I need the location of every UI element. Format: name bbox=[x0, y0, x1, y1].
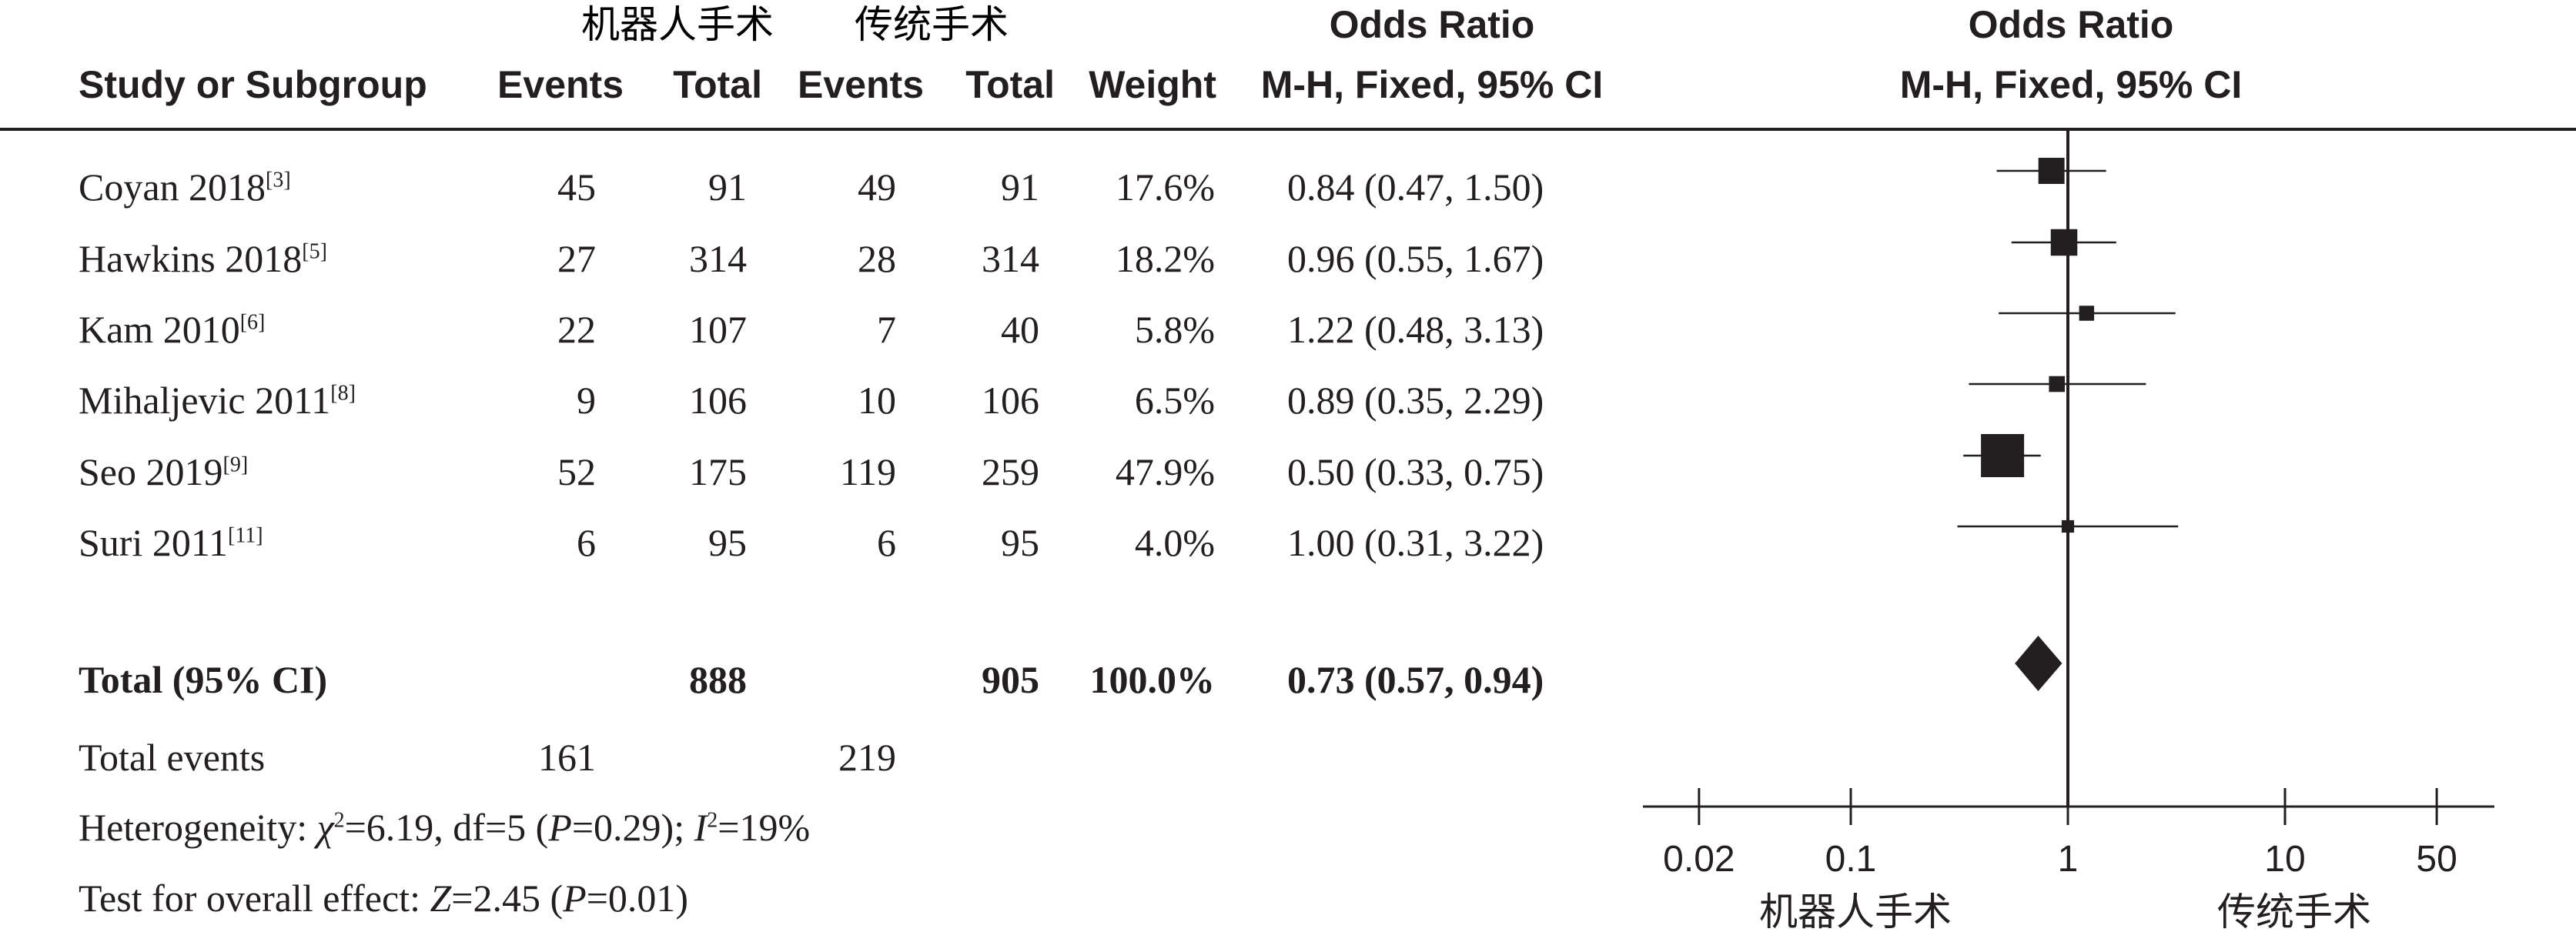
weight-value: 4.0% bbox=[1134, 521, 1215, 564]
total-events-experimental: 161 bbox=[538, 736, 596, 779]
or-method-header: M-H, Fixed, 95% CI bbox=[1260, 63, 1604, 106]
effect-square bbox=[2050, 229, 2078, 256]
weight-header: Weight bbox=[1089, 63, 1216, 106]
study-name: Hawkins 2018[5] bbox=[79, 237, 327, 280]
events-experimental: 22 bbox=[557, 308, 596, 351]
group-header-experimental: 机器人手术 bbox=[581, 2, 774, 47]
events-control: 7 bbox=[877, 308, 896, 351]
events-experimental: 27 bbox=[557, 237, 596, 280]
events-control: 49 bbox=[858, 165, 896, 209]
events-experimental: 52 bbox=[557, 450, 596, 493]
study-name: Seo 2019[9] bbox=[79, 450, 249, 493]
plot-title: Odds Ratio bbox=[1968, 3, 2174, 46]
events-experimental: 45 bbox=[557, 165, 596, 209]
total-header-control: Total bbox=[965, 63, 1055, 106]
plot-method-header: M-H, Fixed, 95% CI bbox=[1899, 63, 2243, 106]
total-weight: 100.0% bbox=[1089, 658, 1216, 701]
pooled-diamond bbox=[2015, 636, 2062, 691]
total-experimental-sum: 888 bbox=[689, 658, 747, 701]
effect-square bbox=[1981, 434, 2025, 477]
total-experimental: 107 bbox=[689, 308, 747, 351]
group-header-control: 传统手术 bbox=[855, 2, 1009, 47]
total-experimental: 91 bbox=[708, 165, 747, 209]
events-control: 10 bbox=[858, 379, 896, 422]
study-column-header: Study or Subgroup bbox=[79, 63, 427, 106]
total-experimental: 95 bbox=[708, 521, 747, 564]
favours-right-label: 传统手术 bbox=[2217, 890, 2371, 934]
total-events-label: Total events bbox=[79, 736, 266, 779]
x-tick-label: 0.02 bbox=[1663, 839, 1735, 880]
total-control: 106 bbox=[982, 379, 1039, 422]
total-control: 314 bbox=[982, 237, 1039, 280]
total-events-control: 219 bbox=[838, 736, 896, 779]
events-control: 6 bbox=[877, 521, 896, 564]
events-control: 28 bbox=[858, 237, 896, 280]
or-value: 0.89 (0.35, 2.29) bbox=[1287, 379, 1544, 422]
total-control: 95 bbox=[1001, 521, 1039, 564]
total-header-experimental: Total bbox=[673, 63, 762, 106]
effect-square bbox=[2038, 158, 2065, 184]
or-column-title: Odds Ratio bbox=[1329, 3, 1535, 46]
weight-value: 6.5% bbox=[1134, 379, 1215, 422]
events-header-experimental: Events bbox=[497, 63, 624, 106]
x-tick-label: 0.1 bbox=[1825, 839, 1877, 880]
total-experimental: 106 bbox=[689, 379, 747, 422]
study-name: Mihaljevic 2011[8] bbox=[79, 379, 356, 422]
overall-effect-text: Test for overall effect: Z=2.45 (P=0.01) bbox=[79, 877, 689, 920]
total-experimental: 314 bbox=[689, 237, 747, 280]
events-control: 119 bbox=[839, 450, 896, 493]
study-name: Suri 2011[11] bbox=[79, 521, 263, 564]
events-experimental: 9 bbox=[577, 379, 596, 422]
events-header-control: Events bbox=[798, 63, 924, 106]
effect-square bbox=[2061, 519, 2075, 533]
total-control: 259 bbox=[982, 450, 1039, 493]
weight-value: 18.2% bbox=[1115, 237, 1215, 280]
favours-left-label: 机器人手术 bbox=[1759, 890, 1952, 934]
effect-square bbox=[2079, 306, 2095, 321]
total-control-sum: 905 bbox=[982, 658, 1039, 701]
study-name: Kam 2010[6] bbox=[79, 308, 266, 351]
x-tick-label: 1 bbox=[2058, 839, 2079, 880]
total-or-value: 0.73 (0.57, 0.94) bbox=[1287, 658, 1544, 701]
events-experimental: 6 bbox=[577, 521, 596, 564]
weight-value: 5.8% bbox=[1134, 308, 1215, 351]
total-control: 91 bbox=[1001, 165, 1039, 209]
total-experimental: 175 bbox=[689, 450, 747, 493]
x-tick-label: 50 bbox=[2416, 839, 2457, 880]
x-tick-label: 10 bbox=[2264, 839, 2305, 880]
heterogeneity-text: Heterogeneity: χ2=6.19, df=5 (P=0.29); I… bbox=[79, 806, 811, 849]
effect-square bbox=[2049, 376, 2066, 392]
or-value: 1.00 (0.31, 3.22) bbox=[1287, 521, 1544, 564]
study-name: Coyan 2018[3] bbox=[79, 165, 291, 209]
total-label: Total (95% CI) bbox=[79, 658, 328, 701]
or-value: 0.84 (0.47, 1.50) bbox=[1287, 165, 1544, 209]
total-control: 40 bbox=[1001, 308, 1039, 351]
or-value: 0.50 (0.33, 0.75) bbox=[1287, 450, 1544, 493]
or-value: 1.22 (0.48, 3.13) bbox=[1287, 308, 1544, 351]
or-value: 0.96 (0.55, 1.67) bbox=[1287, 237, 1544, 280]
weight-value: 47.9% bbox=[1115, 450, 1215, 493]
weight-value: 17.6% bbox=[1115, 165, 1215, 209]
